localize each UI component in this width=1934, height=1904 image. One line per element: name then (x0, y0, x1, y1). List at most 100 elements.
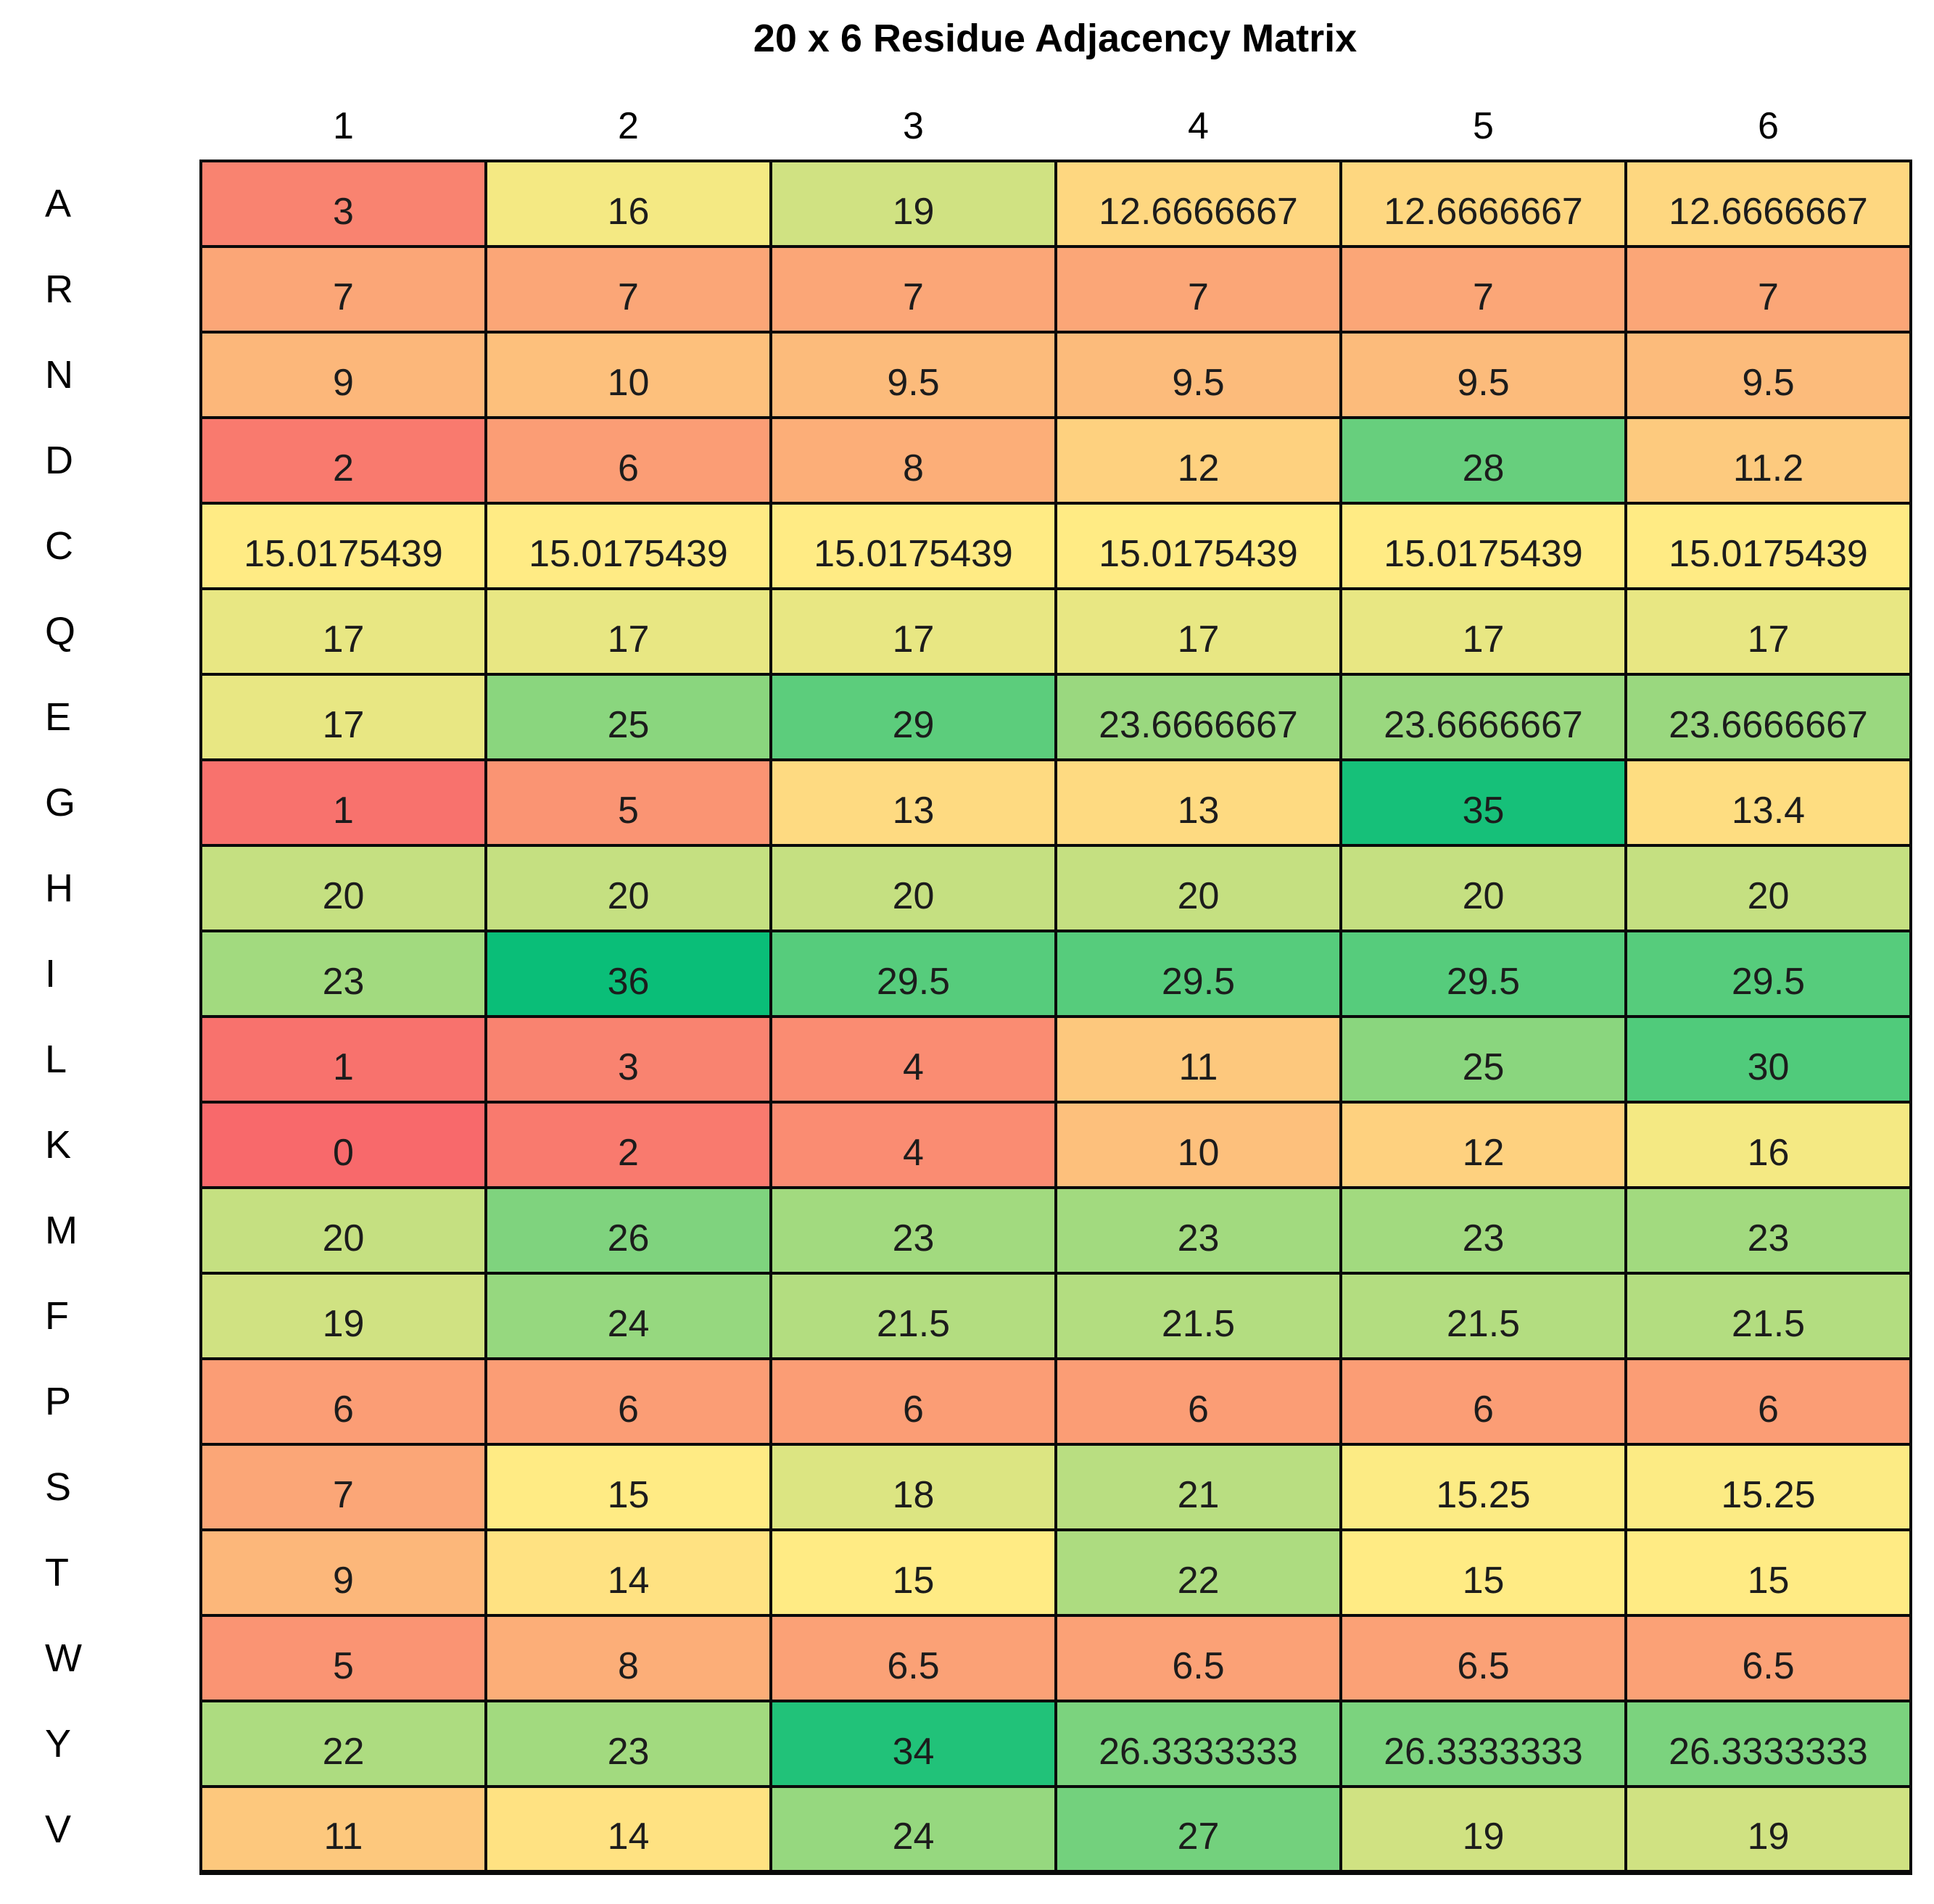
column-header-2: 2 (486, 80, 771, 161)
matrix-cell-E-2: 25 (484, 673, 772, 761)
matrix-cell-D-4: 12 (1054, 416, 1342, 505)
matrix-cell-C-1: 15.0175439 (199, 502, 487, 590)
row-label-F: F (0, 1273, 201, 1359)
matrix-cell-H-1: 20 (199, 844, 487, 932)
matrix-cell-N-1: 9 (199, 331, 487, 419)
matrix-cell-W-6: 6.5 (1624, 1614, 1912, 1702)
matrix-cell-M-2: 26 (484, 1186, 772, 1275)
matrix-cell-F-3: 21.5 (769, 1272, 1057, 1360)
row-label-P: P (0, 1359, 201, 1444)
matrix-cell-Q-5: 17 (1339, 587, 1627, 676)
row-label-M: M (0, 1188, 201, 1273)
matrix-row-I: I 23 36 29.5 29.5 29.5 29.5 (0, 930, 1912, 1018)
matrix-cell-S-4: 21 (1054, 1443, 1342, 1531)
row-label-G: G (0, 760, 201, 845)
matrix-cell-E-1: 17 (199, 673, 487, 761)
matrix-cell-I-2: 36 (484, 930, 772, 1018)
matrix-row-T: T 9 14 15 22 15 15 (0, 1528, 1912, 1617)
matrix-cell-M-5: 23 (1339, 1186, 1627, 1275)
matrix-cell-S-5: 15.25 (1339, 1443, 1627, 1531)
matrix-cell-W-4: 6.5 (1054, 1614, 1342, 1702)
matrix-row-W: W 5 8 6.5 6.5 6.5 6.5 (0, 1614, 1912, 1702)
matrix-cell-M-1: 20 (199, 1186, 487, 1275)
matrix-cell-I-6: 29.5 (1624, 930, 1912, 1018)
matrix-cell-E-4: 23.6666667 (1054, 673, 1342, 761)
row-label-I: I (0, 931, 201, 1017)
matrix-row-L: L 1 3 4 11 25 30 (0, 1015, 1912, 1104)
matrix-cell-C-4: 15.0175439 (1054, 502, 1342, 590)
matrix-cell-N-4: 9.5 (1054, 331, 1342, 419)
matrix-cell-F-1: 19 (199, 1272, 487, 1360)
matrix-cell-Y-6: 26.3333333 (1624, 1700, 1912, 1788)
matrix-cell-V-2: 14 (484, 1785, 772, 1875)
matrix-cell-R-5: 7 (1339, 245, 1627, 334)
row-label-R: R (0, 247, 201, 332)
matrix-cell-R-3: 7 (769, 245, 1057, 334)
matrix-cell-K-6: 16 (1624, 1101, 1912, 1189)
matrix-cell-C-3: 15.0175439 (769, 502, 1057, 590)
matrix-cell-L-3: 4 (769, 1015, 1057, 1104)
matrix-cell-A-1: 3 (199, 160, 487, 248)
matrix-cell-W-5: 6.5 (1339, 1614, 1627, 1702)
matrix-cell-Y-3: 34 (769, 1700, 1057, 1788)
matrix-cell-R-4: 7 (1054, 245, 1342, 334)
matrix-cell-F-2: 24 (484, 1272, 772, 1360)
matrix-cell-K-4: 10 (1054, 1101, 1342, 1189)
matrix-cell-T-5: 15 (1339, 1528, 1627, 1617)
matrix-cell-E-6: 23.6666667 (1624, 673, 1912, 761)
matrix-cell-C-5: 15.0175439 (1339, 502, 1627, 590)
matrix-cell-K-1: 0 (199, 1101, 487, 1189)
matrix-row-C: C 15.0175439 15.0175439 15.0175439 15.017543… (0, 502, 1912, 590)
matrix-cell-V-6: 19 (1624, 1785, 1912, 1875)
matrix-row-F: F 19 24 21.5 21.5 21.5 21.5 (0, 1272, 1912, 1360)
matrix-cell-V-3: 24 (769, 1785, 1057, 1875)
matrix-cell-Y-5: 26.3333333 (1339, 1700, 1627, 1788)
matrix-cell-R-2: 7 (484, 245, 772, 334)
matrix-body: A 3 16 19 12.6666667 12.6666667 12.6666667 R 7 7 7… (0, 160, 1912, 1875)
corner-spacer (0, 80, 201, 161)
row-label-K: K (0, 1102, 201, 1188)
row-label-S: S (0, 1444, 201, 1530)
matrix-cell-V-5: 19 (1339, 1785, 1627, 1875)
matrix-cell-S-6: 15.25 (1624, 1443, 1912, 1531)
matrix-cell-T-3: 15 (769, 1528, 1057, 1617)
matrix-cell-K-5: 12 (1339, 1101, 1627, 1189)
row-label-N: N (0, 332, 201, 418)
matrix-cell-M-6: 23 (1624, 1186, 1912, 1275)
matrix-cell-N-5: 9.5 (1339, 331, 1627, 419)
matrix-cell-N-6: 9.5 (1624, 331, 1912, 419)
matrix-cell-V-1: 11 (199, 1785, 487, 1875)
matrix-cell-S-2: 15 (484, 1443, 772, 1531)
matrix-cell-Q-1: 17 (199, 587, 487, 676)
matrix-cell-A-2: 16 (484, 160, 772, 248)
matrix-row-Q: Q 17 17 17 17 17 17 (0, 587, 1912, 676)
matrix-cell-D-3: 8 (769, 416, 1057, 505)
matrix-cell-L-1: 1 (199, 1015, 487, 1104)
matrix-cell-T-1: 9 (199, 1528, 487, 1617)
matrix-row-Y: Y 22 23 34 26.3333333 26.3333333 26.3333333 (0, 1700, 1912, 1788)
matrix-cell-H-4: 20 (1054, 844, 1342, 932)
matrix-cell-D-5: 28 (1339, 416, 1627, 505)
matrix-row-E: E 17 25 29 23.6666667 23.6666667 23.6666667 (0, 673, 1912, 761)
matrix-cell-A-5: 12.6666667 (1339, 160, 1627, 248)
matrix-cell-I-4: 29.5 (1054, 930, 1342, 1018)
matrix-cell-Q-6: 17 (1624, 587, 1912, 676)
matrix-cell-P-6: 6 (1624, 1357, 1912, 1446)
matrix-cell-Y-4: 26.3333333 (1054, 1700, 1342, 1788)
matrix-row-M: M 20 26 23 23 23 23 (0, 1186, 1912, 1275)
row-label-W: W (0, 1615, 201, 1701)
matrix-cell-P-1: 6 (199, 1357, 487, 1446)
row-label-H: H (0, 845, 201, 931)
row-label-D: D (0, 418, 201, 503)
matrix-row-V: V 11 14 24 27 19 19 (0, 1785, 1912, 1875)
matrix-cell-L-5: 25 (1339, 1015, 1627, 1104)
row-label-E: E (0, 674, 201, 760)
matrix-cell-E-3: 29 (769, 673, 1057, 761)
matrix-cell-D-2: 6 (484, 416, 772, 505)
matrix-cell-D-1: 2 (199, 416, 487, 505)
matrix-cell-E-5: 23.6666667 (1339, 673, 1627, 761)
matrix-cell-V-4: 27 (1054, 1785, 1342, 1875)
row-label-A: A (0, 161, 201, 247)
